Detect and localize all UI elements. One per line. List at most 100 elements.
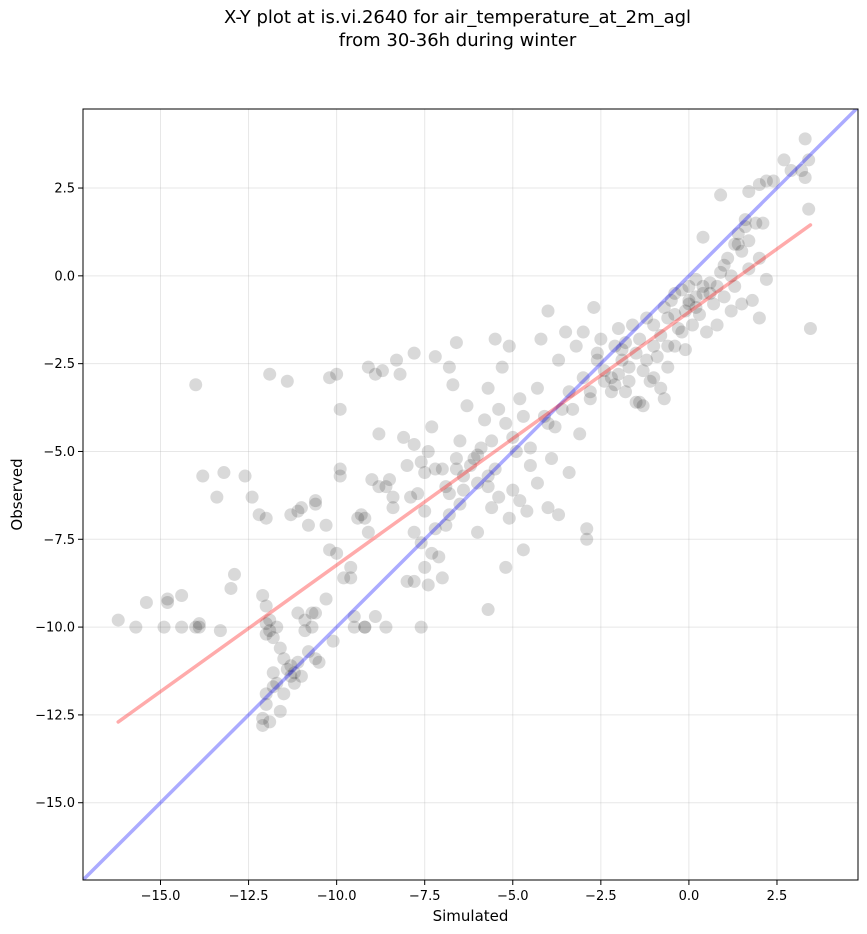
scatter-point xyxy=(647,339,661,353)
scatter-point xyxy=(700,325,714,339)
scatter-point xyxy=(576,325,590,339)
scatter-point xyxy=(382,473,396,487)
scatter-point xyxy=(442,487,456,501)
scatter-point xyxy=(597,374,611,388)
scatter-point xyxy=(192,617,206,631)
scatter-point xyxy=(636,364,650,378)
scatter-point xyxy=(280,662,294,676)
scatter-point xyxy=(449,462,463,476)
scatter-point xyxy=(129,620,143,634)
scatter-point xyxy=(284,508,298,522)
scatter-point xyxy=(619,385,632,399)
scatter-point xyxy=(654,329,668,343)
scatter-point xyxy=(703,276,717,290)
scatter-point xyxy=(344,560,358,574)
scatter-point xyxy=(263,613,277,627)
scatter-point xyxy=(351,511,365,525)
scatter-point xyxy=(685,318,699,332)
scatter-point xyxy=(298,613,312,627)
scatter-point xyxy=(227,567,241,581)
scatter-point xyxy=(615,353,629,367)
scatter-point xyxy=(453,434,467,448)
scatter-point xyxy=(294,501,308,515)
scatter-point xyxy=(696,286,710,300)
scatter-point xyxy=(516,543,530,557)
scatter-point xyxy=(414,620,428,634)
scatter-point xyxy=(629,395,643,409)
grid-layer xyxy=(83,109,858,880)
scatter-point xyxy=(738,220,752,234)
scatter-point xyxy=(530,381,544,395)
scatter-point xyxy=(400,574,414,588)
scatter-point xyxy=(368,367,382,381)
scatter-point xyxy=(742,262,756,276)
scatter-point xyxy=(735,297,749,311)
scatter-point xyxy=(798,132,812,146)
scatter-point xyxy=(573,427,587,441)
scatter-point xyxy=(626,318,640,332)
scatter-point xyxy=(619,336,632,350)
scatter-point xyxy=(404,490,418,504)
scatter-point xyxy=(752,251,766,265)
scatter-point xyxy=(358,620,372,634)
scatter-point xyxy=(657,300,671,314)
scatter-point xyxy=(213,624,227,638)
scatter-point xyxy=(710,279,724,293)
scatter-point xyxy=(358,620,372,634)
scatter-point xyxy=(707,297,721,311)
scatter-point xyxy=(284,669,298,683)
scatter-point xyxy=(678,304,692,318)
x-tick-label: −7.5 xyxy=(409,889,441,904)
scatter-point xyxy=(717,290,731,304)
scatter-point xyxy=(752,178,766,192)
scatter-point xyxy=(273,704,287,718)
x-tick-label: −5.0 xyxy=(497,889,529,904)
scatter-point xyxy=(650,350,664,364)
scatter-point xyxy=(587,300,601,314)
scatter-point xyxy=(647,371,661,385)
scatter-point xyxy=(604,371,618,385)
chart-title-line-2: from 30-36h during winter xyxy=(338,30,577,51)
scatter-point xyxy=(273,641,287,655)
scatter-point xyxy=(372,480,386,494)
scatter-point xyxy=(562,466,576,480)
scatter-point xyxy=(238,469,252,483)
scatter-point xyxy=(509,444,523,458)
scatter-point xyxy=(189,378,203,392)
scatter-point xyxy=(657,392,671,406)
scatter-point xyxy=(703,286,717,300)
scatter-point xyxy=(495,360,509,374)
scatter-point xyxy=(111,613,125,627)
scatter-point xyxy=(259,687,273,701)
scatter-point xyxy=(552,508,566,522)
scatter-point xyxy=(375,364,389,378)
scatter-point xyxy=(485,434,499,448)
scatter-point xyxy=(759,272,773,286)
scatter-point xyxy=(333,469,347,483)
scatter-point xyxy=(742,234,756,248)
scatter-point xyxy=(414,536,428,550)
scatter-point xyxy=(333,462,347,476)
scatter-point xyxy=(492,402,506,416)
scatter-point xyxy=(291,504,305,518)
scatter-point xyxy=(580,532,594,546)
scatter-point xyxy=(259,617,273,631)
scatter-point xyxy=(721,251,735,265)
scatter-point xyxy=(294,669,308,683)
scatter-point xyxy=(664,293,678,307)
x-tick-label: −15.0 xyxy=(141,889,181,904)
scatter-point xyxy=(266,666,280,680)
scatter-point xyxy=(192,620,206,634)
scatter-point xyxy=(467,451,481,465)
scatter-point xyxy=(309,606,322,620)
scatter-point xyxy=(439,518,453,532)
scatter-point xyxy=(456,469,470,483)
scatter-point xyxy=(418,504,432,518)
scatter-point xyxy=(471,448,485,462)
scatter-point xyxy=(513,392,527,406)
scatter-point xyxy=(407,525,421,539)
x-tick-label: −2.5 xyxy=(585,889,617,904)
scatter-point xyxy=(266,680,280,694)
scatter-point xyxy=(411,487,425,501)
